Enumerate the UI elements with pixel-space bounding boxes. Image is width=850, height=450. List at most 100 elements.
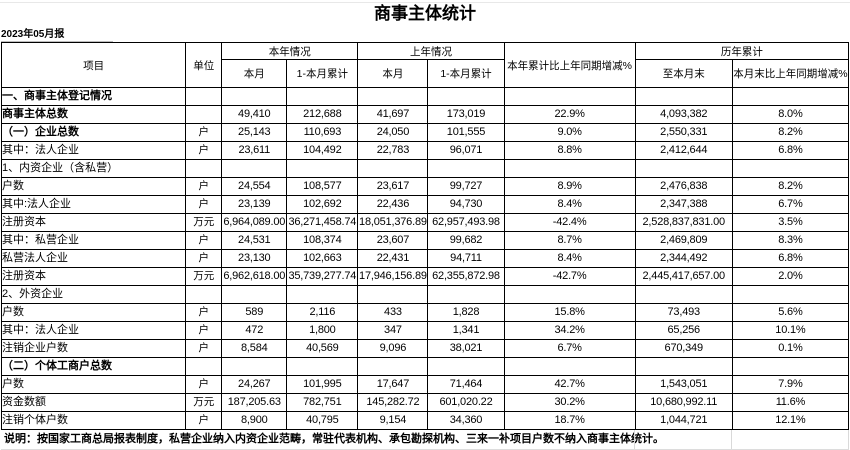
value-cell: 11.6% (731, 393, 850, 412)
value-cell (731, 87, 850, 106)
value-cell: 108,374 (286, 231, 359, 250)
value-cell (503, 87, 636, 106)
row-unit: 万元 (185, 213, 223, 232)
col-header-item: 项目 (0, 42, 187, 88)
value-cell: 1,543,051 (634, 375, 733, 394)
value-cell: 23,607 (357, 231, 429, 250)
row-item-label: 注销个体户数 (0, 411, 187, 430)
row-item-label: 注册资本 (0, 213, 187, 232)
row-item-label: 其中：法人企业 (0, 141, 187, 160)
value-cell: -42.7% (503, 267, 636, 286)
value-cell (634, 357, 733, 376)
value-cell: 36,271,458.74 (286, 213, 359, 232)
row-item-label: 私营法人企业 (0, 249, 187, 268)
value-cell: 8,900 (221, 411, 288, 430)
value-cell: 2,344,492 (634, 249, 733, 268)
row-unit: 户 (185, 375, 223, 394)
table-row: 其中：法人企业户 23,611 104,492 22,783 96,071 8.8% 2,4… (0, 141, 850, 160)
value-cell (427, 87, 505, 106)
value-cell: 22,783 (357, 141, 429, 160)
table-row: 1、内资企业（含私营） (0, 159, 850, 178)
row-unit: 户 (185, 339, 223, 358)
col-header-last-this-month: 本月 (357, 59, 429, 88)
value-cell (634, 159, 733, 178)
value-cell: 8.4% (503, 195, 636, 214)
table-row: 户数户 24,267 101,995 17,647 71,464 42.7% 1,543,0… (0, 375, 850, 394)
row-unit: 万元 (185, 393, 223, 412)
row-item-label: 户数 (0, 375, 187, 394)
row-item-label: 注销企业户数 (0, 339, 187, 358)
value-cell: 73,493 (634, 303, 733, 322)
table-row: 其中：法人企业户 472 1,800 347 1,341 34.2% 65,256 10.1% (0, 321, 850, 340)
value-cell: 12.1% (731, 411, 850, 430)
row-unit: 户 (185, 177, 223, 196)
col-header-this-year: 本年情况 (221, 42, 359, 60)
row-unit: 户 (185, 195, 223, 214)
table-row: 2、外资企业 (0, 285, 850, 304)
value-cell: 104,492 (286, 141, 359, 160)
value-cell: 102,692 (286, 195, 359, 214)
value-cell: 212,688 (286, 105, 359, 124)
table-row: 资金数额 万元 187,205.63 782,751 145,282.72 601,020… (0, 393, 850, 412)
table-row: 注册资本 万元 6,964,089.00 36,271,458.74 18,051,37… (0, 213, 850, 232)
value-cell: 1,341 (427, 321, 505, 340)
value-cell: 42.7% (503, 375, 636, 394)
value-cell: 101,995 (286, 375, 359, 394)
value-cell: 40,795 (286, 411, 359, 430)
value-cell: 1,800 (286, 321, 359, 340)
value-cell (503, 357, 636, 376)
value-cell: 3.5% (731, 213, 850, 232)
value-cell: 347 (357, 321, 429, 340)
value-cell: 173,019 (427, 105, 505, 124)
value-cell: 25,143 (221, 123, 288, 142)
row-item-label: 其中：法人企业 (0, 321, 187, 340)
value-cell: 71,464 (427, 375, 505, 394)
value-cell: 8.0% (731, 105, 850, 124)
value-cell: 6,964,089.00 (221, 213, 288, 232)
value-cell: 17,647 (357, 375, 429, 394)
value-cell: 9,154 (357, 411, 429, 430)
value-cell: 6,962,618.00 (221, 267, 288, 286)
value-cell: 108,577 (286, 177, 359, 196)
col-header-month-end-yoy: 本月末比上年同期增减% (731, 59, 850, 88)
statistics-table: 项目 单位 本年情况 上年情况 本年累计比上年同期增减% 历年累计 本月 1-本… (0, 42, 850, 430)
value-cell: 101,555 (427, 123, 505, 142)
row-item-label: 一、商事主体登记情况 (0, 87, 187, 106)
row-unit (185, 285, 223, 304)
value-cell: 7.9% (731, 375, 850, 394)
value-cell: 2,445,417,657.00 (634, 267, 733, 286)
value-cell: 1,828 (427, 303, 505, 322)
value-cell: 2,412,644 (634, 141, 733, 160)
value-cell: 17,946,156.89 (357, 267, 429, 286)
value-cell: 2,116 (286, 303, 359, 322)
value-cell: 782,751 (286, 393, 359, 412)
report-title: 商事主体统计 (374, 4, 476, 23)
value-cell: 8.2% (731, 123, 850, 142)
row-item-label: （一）企业总数 (0, 123, 187, 142)
value-cell: 8,584 (221, 339, 288, 358)
value-cell: 472 (221, 321, 288, 340)
value-cell: 40,569 (286, 339, 359, 358)
row-item-label: 户数 (0, 177, 187, 196)
value-cell: 2,528,837,831.00 (634, 213, 733, 232)
footnote-text: 说明：按国家工商总局报表制度，私营企业纳入内资企业范畴，常驻代表机构、承包勘探机… (4, 433, 664, 445)
value-cell: 2.0% (731, 267, 850, 286)
value-cell (286, 159, 359, 178)
value-cell (357, 285, 429, 304)
value-cell (427, 285, 505, 304)
table-row: 注册资本 万元 6,962,618.00 35,739,277.74 17,946,15… (0, 267, 850, 286)
value-cell: 2,347,388 (634, 195, 733, 214)
col-header-historical: 历年累计 (634, 42, 850, 60)
row-item-label: 商事主体总数 (0, 105, 187, 124)
row-unit: 户 (185, 123, 223, 142)
value-cell (357, 357, 429, 376)
value-cell: 18.7% (503, 411, 636, 430)
value-cell (731, 159, 850, 178)
value-cell: 102,663 (286, 249, 359, 268)
value-cell: 187,205.63 (221, 393, 288, 412)
row-item-label: 其中：私营企业 (0, 231, 187, 250)
table-row: 私营法人企业户 23,130 102,663 22,431 94,711 8.4% 2,34… (0, 249, 850, 268)
value-cell: 23,611 (221, 141, 288, 160)
row-unit (185, 87, 223, 106)
table-header: 项目 单位 本年情况 上年情况 本年累计比上年同期增减% 历年累计 本月 1-本… (0, 42, 850, 88)
